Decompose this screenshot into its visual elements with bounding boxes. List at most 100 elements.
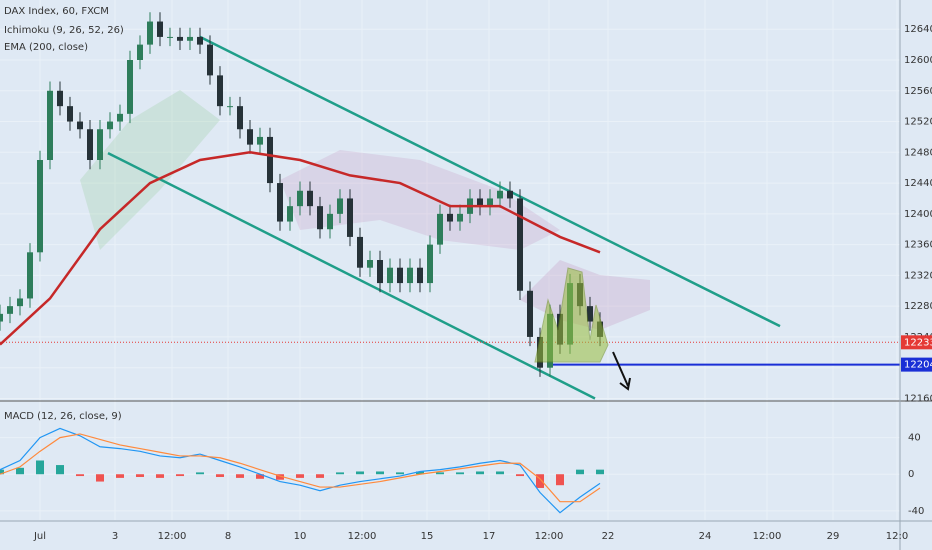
macd-histogram-bar — [476, 471, 484, 475]
candle-body — [7, 306, 13, 314]
macd-histogram-bar — [136, 474, 144, 477]
y-tick-label: 40 — [908, 433, 921, 444]
candle-body — [507, 190, 513, 199]
signal-line — [0, 433, 601, 503]
y-tick-label: -40 — [908, 506, 924, 517]
candle-body — [287, 206, 293, 222]
candle-body — [187, 36, 193, 41]
indicator-legend: EMA (200, close) — [4, 42, 88, 53]
macd-legend: MACD (12, 26, close, 9) — [4, 411, 122, 422]
x-tick-label: 12:00 — [158, 531, 187, 542]
candle-body — [87, 129, 93, 160]
arrow-head — [619, 377, 631, 391]
candle-body — [167, 36, 173, 38]
candle-body — [427, 244, 433, 284]
y-tick-label: 12560 — [904, 86, 932, 97]
macd-histogram-bar — [196, 472, 204, 475]
candle-body — [327, 213, 333, 230]
trendline — [199, 35, 781, 328]
macd-histogram-bar — [176, 474, 184, 477]
y-tick-label: 12600 — [904, 55, 932, 66]
price-label: 12233 — [904, 337, 932, 348]
y-tick-label: 0 — [908, 469, 914, 480]
macd-histogram-bar — [76, 474, 84, 477]
candle-body — [0, 313, 3, 322]
candle-body — [457, 213, 463, 222]
x-tick-label: 12:00 — [753, 531, 782, 542]
indicator-legend: Ichimoku (9, 26, 52, 26) — [4, 25, 124, 36]
x-tick-label: 22 — [602, 531, 615, 542]
candle-body — [387, 267, 393, 284]
candle-body — [27, 252, 33, 299]
y-tick-label: 12640 — [904, 24, 932, 35]
macd-histogram-bar — [516, 474, 524, 477]
y-tick-label: 12480 — [904, 147, 932, 158]
grid — [0, 0, 900, 520]
macd-histogram-bar — [416, 471, 424, 475]
trendline — [107, 151, 596, 400]
candle-body — [57, 90, 63, 107]
macd-line — [0, 427, 601, 514]
ema-line — [0, 151, 601, 346]
candle-body — [157, 21, 163, 37]
candle-body — [487, 198, 493, 207]
candle-body — [527, 290, 533, 337]
y-tick-label: 12520 — [904, 117, 932, 128]
candle-body — [357, 236, 363, 268]
macd-histogram-bar — [316, 474, 324, 478]
symbol-legend: DAX Index, 60, FXCM — [4, 6, 109, 17]
candle-body — [367, 260, 373, 268]
candle-body — [147, 21, 153, 45]
candle-body — [217, 75, 223, 107]
candle-body — [137, 44, 143, 60]
macd-histogram-bar — [256, 474, 264, 479]
x-tick-label: 15 — [421, 531, 434, 542]
candle-body — [297, 190, 303, 207]
macd-histogram-bar — [576, 469, 584, 475]
candle-body — [437, 213, 443, 245]
candle-body — [307, 190, 313, 207]
macd-histogram-bar — [296, 474, 304, 478]
candle-body — [277, 183, 283, 222]
x-tick-label: 10 — [294, 531, 307, 542]
price-label-box — [901, 335, 932, 350]
candle-body — [67, 106, 73, 122]
x-tick-label: 12:00 — [348, 531, 377, 542]
x-tick-label: 24 — [699, 531, 712, 542]
head-shoulders-pattern — [534, 267, 609, 363]
candle-body — [497, 190, 503, 199]
x-tick-label: 8 — [225, 531, 231, 542]
candle-body — [377, 260, 383, 284]
candle-body — [77, 121, 83, 130]
price-label-box — [901, 357, 932, 372]
candle-body — [237, 106, 243, 130]
y-tick-label: 12280 — [904, 301, 932, 312]
x-tick-label: 12:00 — [535, 531, 564, 542]
candle-body — [417, 267, 423, 284]
candle-body — [267, 136, 273, 184]
candle-body — [397, 267, 403, 284]
macd-histogram-bar — [36, 460, 44, 475]
macd-histogram-bar — [0, 469, 4, 475]
y-tick-label: 12320 — [904, 270, 932, 281]
y-tick-label: 12400 — [904, 209, 932, 220]
macd-histogram-bar — [456, 472, 464, 475]
macd-histogram-bar — [276, 474, 284, 480]
y-tick-label: 12160 — [904, 393, 932, 404]
candle-body — [227, 106, 233, 108]
candle-body — [477, 198, 483, 207]
candle-body — [317, 206, 323, 230]
macd-histogram-bar — [56, 465, 64, 475]
candle-body — [127, 60, 133, 114]
candle-body — [47, 90, 53, 160]
candle-body — [107, 121, 113, 130]
candle-body — [117, 113, 123, 122]
candle-body — [97, 129, 103, 160]
ichimoku-cloud — [80, 90, 220, 250]
macd-histogram-bar — [556, 474, 564, 486]
candle-body — [337, 198, 343, 214]
macd-histogram-bar — [236, 474, 244, 478]
candle-body — [257, 136, 263, 145]
macd-histogram-bar — [336, 472, 344, 475]
